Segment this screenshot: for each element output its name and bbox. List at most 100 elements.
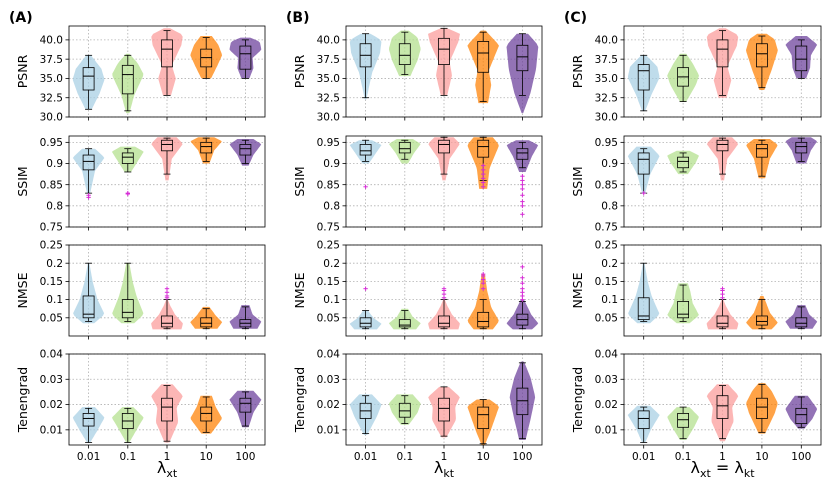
x-tick-label: 0.01 [77,451,100,463]
box-0.1 [677,413,689,428]
y-tick-label: 0.01 [40,424,63,436]
violin-0.01 [628,55,660,111]
violin-0.01 [349,140,382,164]
y-tick-label: 0.9 [601,158,618,170]
y-tick-label: 0.25 [595,240,618,252]
box-0.01 [637,297,650,321]
box-10 [477,41,490,73]
violin-0.01 [72,407,105,443]
box-10 [756,43,768,68]
x-tick-label: 100 [791,451,811,463]
y-axis-label: NMSE [292,272,307,308]
violin-100 [506,140,539,172]
subplot-nmse: 0.05 0.1 0.15 0.2 0.25 NMSE [292,240,543,340]
y-tick-label: 32.5 [595,92,618,104]
box-100 [795,317,808,328]
violin-0.1 [389,30,421,77]
violin-10 [467,399,499,445]
y-tick-label: 37.5 [40,54,63,66]
box-0.1 [398,402,411,418]
y-tick-label: 30.0 [595,112,618,124]
violin-100 [785,36,818,79]
box-100 [795,407,808,424]
y-tick-label: 0.03 [595,374,618,386]
y-tick-label: 35.0 [40,73,63,85]
x-tick-label: 0.01 [354,451,377,463]
y-tick-label: 0.2 [323,258,340,270]
box-0.01 [82,295,95,319]
y-axis-label: PSNR [292,54,307,88]
subplot-tenengrad: 0.01 0.02 0.03 0.04 Tenengrad 0.01 0.1 1 10 100 [292,349,543,463]
subplot-ssim: 0.75 0.8 0.85 0.9 0.95 SSIM [570,135,822,234]
violin-1 [706,28,739,98]
y-tick-label: 0.9 [323,158,340,170]
y-tick-label: 32.5 [40,92,63,104]
y-tick-label: 0.85 [40,179,63,191]
y-axis-label: PSNR [570,54,585,88]
box-100 [516,148,529,160]
panel-label: (A) [9,10,33,26]
box-10 [477,139,490,158]
y-tick-label: 0.75 [40,222,63,234]
x-tick-label: 0.1 [119,451,136,463]
violin-1 [151,384,183,443]
y-tick-label: 0.95 [317,137,340,149]
box-0.1 [398,319,411,328]
x-tick-label: 0.01 [632,451,655,463]
subplot-psnr: 30.0 32.5 35.0 37.5 40.0 PSNR [15,25,266,124]
violin-10 [190,395,222,434]
x-tick-label: 1 [441,451,448,463]
box-0.01 [359,317,372,328]
violin-0.01 [627,146,660,194]
y-tick-label: 0.85 [317,179,340,191]
box-0.1 [121,64,134,95]
box-10 [756,315,768,326]
y-tick-label: 0.8 [601,200,618,212]
y-tick-label: 0.15 [595,276,618,288]
y-tick-label: 0.8 [323,200,340,212]
box-1 [438,315,450,328]
violin-0.1 [667,283,699,324]
violin-1 [151,28,183,96]
box-1 [161,315,173,328]
box-10 [477,406,490,429]
y-tick-label: 0.9 [46,158,63,170]
y-tick-label: 0.2 [46,258,63,270]
violin-0.1 [667,53,699,102]
box-0.01 [637,410,650,429]
subplot-nmse: 0.05 0.1 0.15 0.2 0.25 NMSE [15,240,266,340]
box-0.1 [677,156,689,169]
y-tick-label: 0.1 [323,294,340,306]
y-tick-label: 0.75 [595,222,618,234]
box-1 [161,39,173,68]
box-0.1 [121,299,134,319]
x-tick-label: 10 [477,451,490,463]
x-tick-label: 10 [200,451,213,463]
y-tick-label: 0.15 [317,276,340,288]
box-10 [200,406,213,422]
y-tick-label: 0.1 [601,294,618,306]
violin-0.1 [112,407,144,443]
box-1 [716,315,729,328]
violin-100 [229,139,262,166]
y-tick-label: 0.95 [40,137,63,149]
y-tick-label: 35.0 [317,73,340,85]
y-tick-label: 0.25 [317,240,340,252]
box-100 [516,44,529,72]
y-tick-label: 37.5 [317,54,340,66]
box-100 [239,397,252,413]
y-tick-label: 32.5 [317,92,340,104]
y-tick-label: 0.95 [595,137,618,149]
y-tick-label: 0.05 [595,312,618,324]
box-0.1 [398,43,411,65]
box-1 [161,139,173,152]
violin-1 [428,28,460,96]
box-1 [438,37,450,65]
box-100 [516,387,529,416]
y-axis-label: SSIM [292,166,307,196]
y-axis-label: PSNR [15,54,30,88]
y-tick-label: 0.02 [317,399,340,411]
box-1 [716,139,729,152]
y-axis-label: Tenengrad [292,367,307,433]
x-tick-label: 1 [164,451,171,463]
